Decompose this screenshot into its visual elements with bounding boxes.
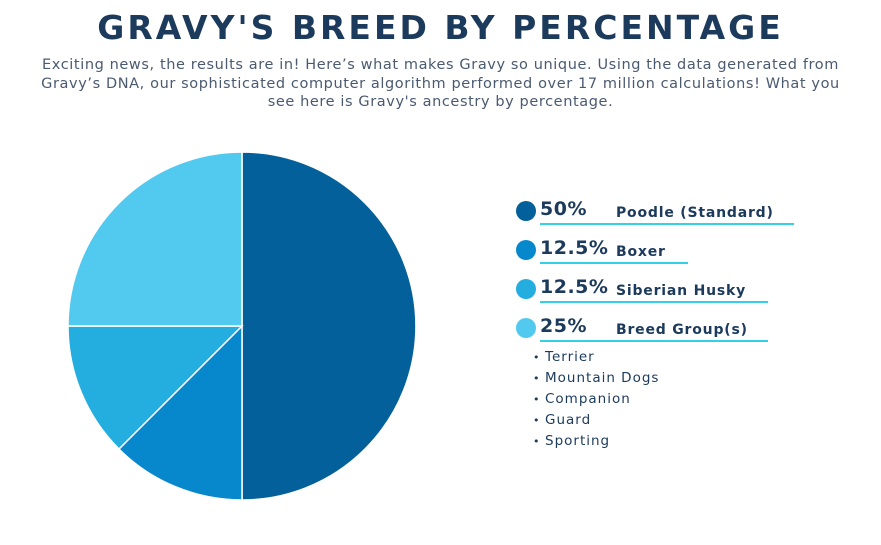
legend-percentage: 25% [540, 315, 587, 337]
legend-swatch [516, 318, 536, 338]
legend-percentage: 12.5% [540, 276, 609, 298]
breed-group-item: • Companion [533, 389, 659, 410]
breed-groups-list: • Terrier • Mountain Dogs • Companion • Guard • S… [533, 347, 659, 452]
legend-underline [540, 301, 768, 303]
pie-slice-breed-group-s [67, 151, 243, 327]
legend-percentage: 12.5% [540, 237, 609, 259]
bullet-icon: • [533, 414, 541, 427]
legend-breed-name: Siberian Husky [616, 283, 747, 299]
bullet-icon: • [533, 351, 541, 364]
breed-group-label: Terrier [545, 349, 595, 365]
legend-underline [540, 262, 688, 264]
page-title: GRAVY'S BREED BY PERCENTAGE [97, 8, 784, 47]
bullet-icon: • [533, 435, 541, 448]
breed-group-label: Mountain Dogs [545, 370, 660, 386]
legend-underline [540, 223, 794, 225]
legend-percentage: 50% [540, 198, 587, 220]
legend-breed-name: Poodle (Standard) [616, 205, 774, 221]
breed-group-label: Companion [545, 391, 631, 407]
intro-paragraph: Exciting news, the results are in! Here’… [41, 57, 840, 110]
breed-group-label: Sporting [545, 433, 611, 449]
pie-slice-siberian-husky [67, 325, 244, 451]
legend-breed-name: Breed Group(s) [616, 322, 748, 338]
legend-swatch [516, 201, 536, 221]
pie-slice-poodle-standard [241, 151, 417, 501]
bullet-icon: • [533, 372, 541, 385]
bullet-icon: • [533, 393, 541, 406]
breed-pie-chart [67, 151, 417, 501]
pie-slice-boxer [117, 324, 243, 501]
legend-swatch [516, 279, 536, 299]
breed-group-label: Guard [545, 412, 592, 428]
breed-group-item: • Sporting [533, 431, 659, 452]
legend-breed-name: Boxer [616, 244, 666, 260]
breed-group-item: • Mountain Dogs [533, 368, 659, 389]
legend-swatch [516, 240, 536, 260]
legend-underline [540, 340, 768, 342]
breed-group-item: • Terrier [533, 347, 659, 368]
breed-group-item: • Guard [533, 410, 659, 431]
